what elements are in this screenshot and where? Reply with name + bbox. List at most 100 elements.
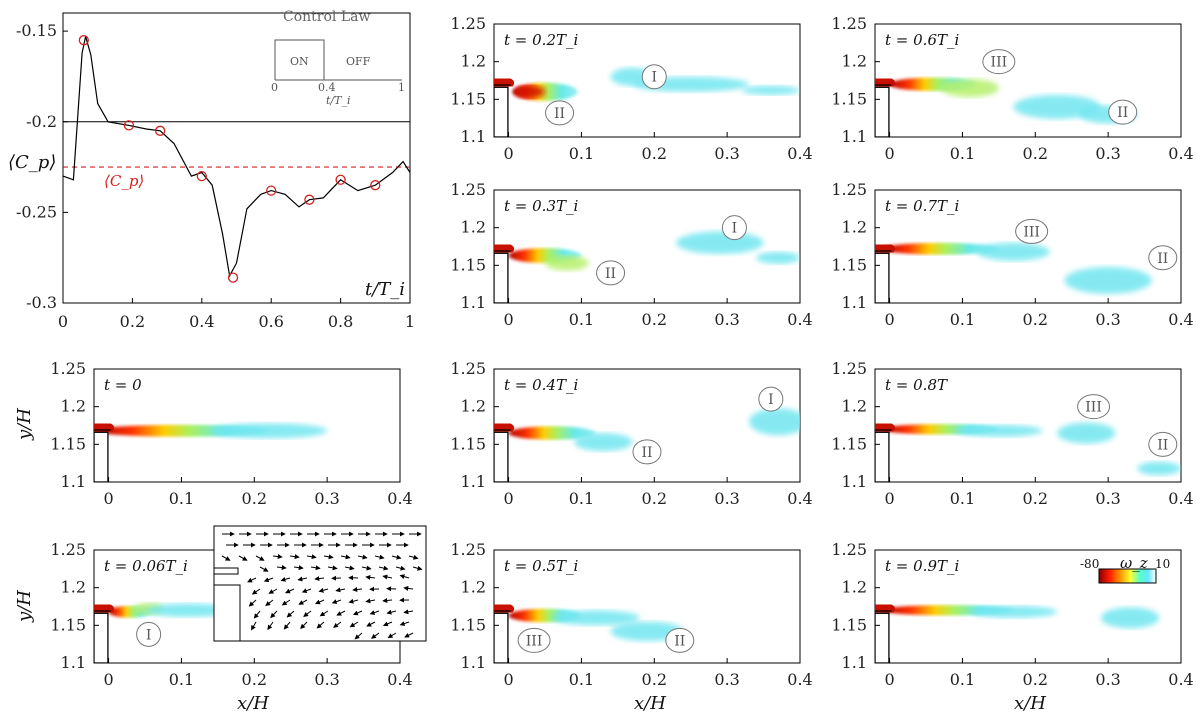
- panel-ytick-label: 1.25: [50, 359, 86, 378]
- velocity-vector: [333, 621, 342, 628]
- panel-ytick-label: 1.15: [831, 255, 867, 274]
- panel-ytick-label: 1.15: [831, 89, 867, 108]
- vortex-blob: [940, 78, 999, 98]
- panel-ytick-label: 1.1: [842, 293, 867, 312]
- velocity-vector: [403, 609, 414, 615]
- velocity-vector: [276, 565, 287, 571]
- panel-xtick-label: 0.4: [787, 489, 812, 508]
- panel-time-label: t = 0.4T_i: [504, 376, 578, 394]
- vortex-label-ring: [665, 627, 695, 653]
- velocity-vector: [369, 610, 380, 615]
- cp-marker: [196, 170, 207, 182]
- vortex-label: II: [1157, 251, 1168, 267]
- vorticity-panel: 0 0.1 0.2 0.3 0.41.251.21.151.1t = 0.6T_iIII…: [831, 14, 1193, 163]
- panel-ytick-label: 1.2: [61, 578, 86, 597]
- panel-ytick-label: 1.1: [461, 293, 486, 312]
- velocity-vector: [316, 621, 325, 629]
- panel-xtick-label: 0.2: [242, 670, 267, 689]
- control-law-xlabel: t/T_i: [326, 94, 350, 107]
- panel-ytick-label: 1.15: [50, 615, 86, 634]
- panel-xtick-label: 0.1: [569, 489, 594, 508]
- velocity-vector: [293, 565, 304, 571]
- panel-ytick-label: 1.25: [831, 359, 867, 378]
- vector-field-inset: [213, 525, 427, 642]
- panel-time-label: t = 0.9T_i: [885, 557, 959, 575]
- velocity-vector: [238, 555, 248, 561]
- panel-xtick-label: 0.3: [1095, 144, 1120, 163]
- step-wall: [94, 431, 109, 482]
- velocity-vector: [352, 587, 363, 593]
- step-wall: [94, 612, 109, 663]
- velocity-vector: [221, 555, 231, 561]
- velocity-vector: [348, 598, 359, 604]
- step-wall: [875, 431, 890, 482]
- pressure-xtick-label: 0.2: [120, 312, 145, 331]
- velocity-vector: [306, 554, 317, 560]
- panel-xtick-label: 0.1: [950, 489, 975, 508]
- velocity-vector: [318, 587, 329, 593]
- panel-ytick-label: 1.2: [842, 218, 867, 237]
- colorbar-gradient: [1098, 568, 1157, 584]
- vortex-blob: [545, 255, 589, 271]
- panel-time-label: t = 0.5T_i: [504, 557, 578, 575]
- panel-ytick-label: 1.1: [61, 472, 86, 491]
- vortex-label: III: [1085, 400, 1102, 416]
- control-law-on: ON: [290, 55, 309, 68]
- shear-layer: [508, 426, 596, 440]
- vortex-blob: [1057, 422, 1116, 444]
- velocity-vector: [285, 588, 295, 594]
- velocity-vector: [404, 632, 414, 638]
- velocity-vector: [281, 599, 291, 606]
- panel-ytick-label: 1.15: [450, 615, 486, 634]
- vortex-blob: [574, 433, 633, 452]
- velocity-vector: [315, 599, 325, 605]
- vortex-label: I: [652, 70, 658, 86]
- vortex-label: II: [641, 445, 652, 461]
- panel-xtick-label: 0.1: [169, 670, 194, 689]
- panel-xtick-label: 0.2: [242, 489, 267, 508]
- velocity-vector: [272, 554, 283, 560]
- panel-ytick-label: 1.2: [461, 578, 486, 597]
- panel-xtick-label: 0.4: [387, 489, 412, 508]
- vortex-blob: [1137, 461, 1181, 476]
- panel-xtick-label: 0.3: [714, 489, 739, 508]
- colorbar-min: -80: [1080, 557, 1099, 571]
- panel-xtick-label: 0: [884, 310, 894, 329]
- panel-xtick-label: 0.1: [950, 144, 975, 163]
- panel-ytick-label: 1.15: [450, 434, 486, 453]
- panel-ytick-label: 1.25: [450, 540, 486, 559]
- panel-xtick-label: 0: [884, 489, 894, 508]
- panel-time-label: t = 0.06T_i: [104, 557, 188, 575]
- panel-xtick-label: 0.4: [1168, 310, 1193, 329]
- velocity-vector: [300, 621, 308, 630]
- velocity-vector: [297, 576, 308, 582]
- velocity-vector: [374, 554, 385, 560]
- panel-xtick-label: 0.2: [642, 670, 667, 689]
- vortex-blob: [955, 424, 1043, 437]
- velocity-vector: [382, 574, 393, 580]
- cp-marker: [304, 194, 315, 205]
- velocity-vector: [251, 588, 261, 595]
- panel-xtick-label: 0.2: [1023, 489, 1048, 508]
- velocity-vector: [386, 609, 397, 615]
- panel-ytick-label: 1.2: [461, 218, 486, 237]
- velocity-vector: [323, 554, 334, 560]
- control-law-tick-1: 1: [398, 81, 405, 94]
- step-wall: [494, 612, 509, 663]
- vector-inset-frame: [213, 525, 427, 642]
- vortex-blob: [741, 85, 800, 95]
- panel-time-label: t = 0.6T_i: [885, 31, 959, 49]
- panel-xtick-label: 0.4: [787, 144, 812, 163]
- velocity-vector: [247, 577, 257, 583]
- pressure-ylabel: ⟨C_p⟩: [8, 152, 56, 173]
- panel-xtick-label: 0.4: [387, 670, 412, 689]
- velocity-vector: [366, 621, 376, 627]
- cp-marker: [370, 180, 381, 191]
- vortex-blob: [1064, 266, 1152, 294]
- step-wall: [494, 86, 509, 137]
- velocity-vector: [335, 587, 346, 593]
- velocity-vector: [382, 621, 393, 627]
- panel-ytick-label: 1.1: [61, 653, 86, 672]
